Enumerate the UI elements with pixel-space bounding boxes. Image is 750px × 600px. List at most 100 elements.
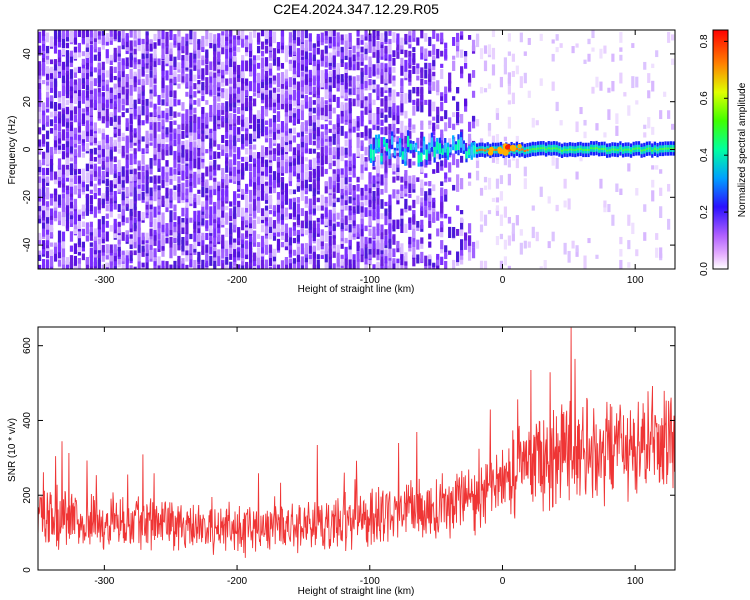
heatmap-cell <box>368 133 372 145</box>
heatmap-cell <box>376 63 380 69</box>
heatmap-cell <box>129 47 133 60</box>
heatmap-cell <box>157 256 161 266</box>
heatmap-cell <box>38 217 42 224</box>
heatmap-cell <box>368 102 372 111</box>
heatmap-cell <box>456 228 460 236</box>
heatmap-cell <box>456 114 460 123</box>
heatmap-cell <box>109 89 113 99</box>
heatmap-cell <box>165 200 169 208</box>
heatmap-cell <box>268 54 273 61</box>
heatmap-cell <box>113 142 117 152</box>
heatmap-cell <box>97 93 101 104</box>
heatmap-cell <box>241 236 245 245</box>
heatmap-cell <box>400 256 404 266</box>
heatmap-cell <box>65 138 70 148</box>
signal-band-core <box>539 147 542 150</box>
heatmap-cell <box>396 33 400 42</box>
heatmap-cell <box>113 75 117 81</box>
heatmap-cell <box>73 48 78 60</box>
signal-band-core <box>568 148 572 151</box>
heatmap-cell <box>61 248 66 258</box>
heatmap-cell <box>145 40 149 51</box>
heatmap-cell <box>420 120 424 125</box>
heatmap-cell <box>276 146 281 156</box>
heatmap-cell <box>320 231 324 242</box>
signal-band-core <box>664 147 667 150</box>
signal-band-inner <box>404 152 407 162</box>
heatmap-cell <box>308 148 312 154</box>
heatmap-cell <box>125 259 129 269</box>
heatmap-cell <box>416 220 420 228</box>
heatmap-cell <box>93 78 97 87</box>
heatmap-cell <box>408 236 412 245</box>
heatmap-cell <box>53 123 58 131</box>
heatmap-cell <box>456 87 460 94</box>
heatmap-cell <box>141 148 145 155</box>
heatmap-cell <box>316 165 320 178</box>
heatmap-cell <box>348 248 352 257</box>
heatmap-cell <box>364 159 368 168</box>
heatmap-cell <box>125 252 129 262</box>
heatmap-cell <box>276 156 281 162</box>
heatmap-cell <box>332 76 336 88</box>
heatmap-cell <box>249 40 253 51</box>
heatmap-cell <box>113 218 117 230</box>
heatmap-cell <box>149 119 153 126</box>
heatmap-cell <box>189 181 193 186</box>
heatmap-cell <box>292 261 296 269</box>
heatmap-cell <box>360 67 364 73</box>
heatmap-cell <box>456 159 460 168</box>
heatmap-cell <box>376 84 380 96</box>
heatmap-cell <box>213 76 217 88</box>
heatmap-cell <box>651 80 655 92</box>
heatmap-cell <box>559 120 563 126</box>
heatmap-cell <box>332 170 336 181</box>
signal-band-core <box>629 149 633 152</box>
heatmap-cell <box>169 236 173 245</box>
heatmap-cell <box>440 69 444 79</box>
heatmap-cell <box>448 162 452 173</box>
heatmap-cell <box>511 92 515 105</box>
heatmap-cell <box>288 77 293 88</box>
heatmap-cell <box>268 63 273 69</box>
heatmap-cell <box>499 191 504 201</box>
heatmap-cell <box>551 81 555 91</box>
heatmap-cell <box>296 231 300 242</box>
heatmap-cell <box>181 261 185 269</box>
figure-title: C2E4.2024.347.12.29.R05 <box>273 1 439 17</box>
heatmap-cell <box>81 253 85 261</box>
snr-x-tick-label: 100 <box>627 576 644 587</box>
heatmap-cell <box>316 238 320 251</box>
heatmap-cell <box>348 85 352 95</box>
heatmap-cell <box>364 241 368 248</box>
heatmap-cell <box>348 75 352 81</box>
heatmap-cell <box>264 181 269 194</box>
heatmap-cell <box>372 199 376 209</box>
heatmap-cell <box>149 233 153 240</box>
heatmap-cell <box>45 235 50 246</box>
heatmap-cell <box>169 129 173 141</box>
heatmap-cell <box>49 227 54 237</box>
heatmap-cell <box>237 170 241 182</box>
heatmap-cell <box>101 195 105 205</box>
signal-band-core <box>611 148 614 151</box>
signal-band-inner <box>444 142 447 153</box>
heatmap-cell <box>181 222 185 235</box>
heatmap-cell <box>440 32 444 43</box>
heatmap-cell <box>101 224 105 233</box>
heatmap-cell <box>105 81 109 92</box>
heatmap-cell <box>631 76 635 89</box>
heatmap-cell <box>328 101 332 112</box>
heatmap-cell <box>300 32 304 43</box>
heatmap-cell <box>125 158 129 168</box>
heatmap-cell <box>539 266 543 269</box>
heatmap-cell <box>101 30 105 36</box>
heatmap-cell <box>229 113 233 125</box>
heatmap-cell <box>308 133 312 145</box>
heatmap-cell <box>360 201 364 207</box>
signal-peak <box>504 144 510 150</box>
heatmap-cell <box>53 205 58 211</box>
signal-band-inner <box>393 150 396 156</box>
heatmap-cell <box>416 98 420 107</box>
heatmap-cell <box>161 248 165 257</box>
